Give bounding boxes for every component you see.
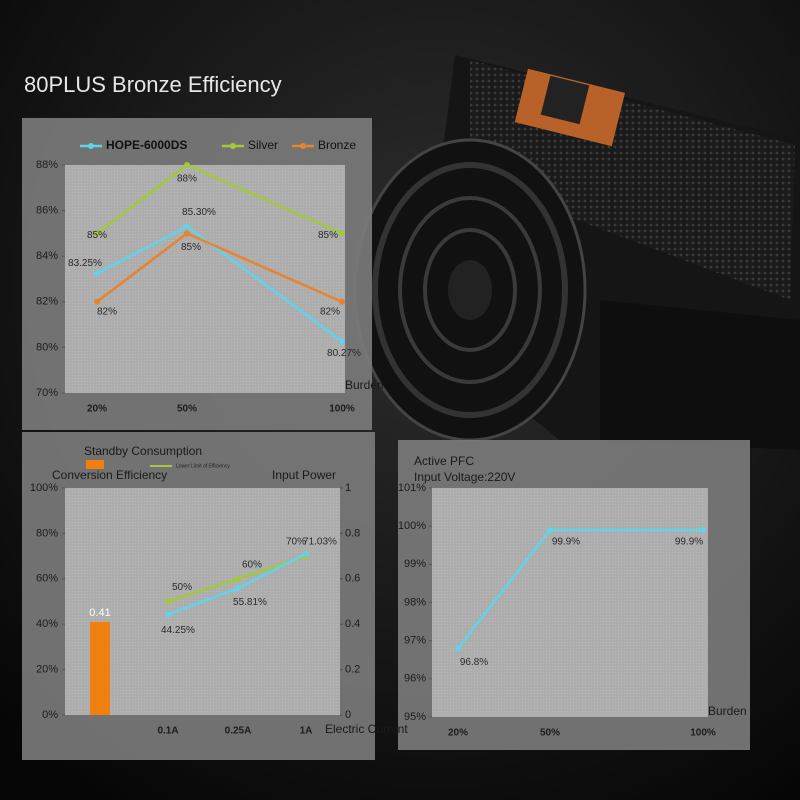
value-label: 85.30% xyxy=(182,207,216,218)
legend-swatch xyxy=(86,460,104,469)
point xyxy=(339,230,345,237)
page-title: 80PLUS Bronze Efficiency xyxy=(24,72,282,97)
value-label: 85% xyxy=(87,230,107,241)
y2-axis-label: Input Power xyxy=(272,468,336,482)
y-tick-label: 100% xyxy=(30,482,58,494)
plot-area xyxy=(65,165,345,393)
plot-area xyxy=(432,488,708,717)
point xyxy=(165,598,171,605)
x-axis-label: Burden xyxy=(708,704,747,718)
y-axis-label: Conversion Efficiency xyxy=(52,468,167,482)
value-label: 99.9% xyxy=(675,537,703,548)
y-tick-label: 95% xyxy=(404,711,426,723)
y-tick-label: 96% xyxy=(404,673,426,685)
point xyxy=(184,230,190,237)
point xyxy=(94,270,100,277)
value-label: 88% xyxy=(177,174,197,185)
y-tick-label: 80% xyxy=(36,341,58,353)
y-tick-label: 98% xyxy=(404,596,426,608)
chart: 0% 20% 40% 60% 80% 100% 0 0.2 0.4 0.6 0.8 1 0.1A 0.25… xyxy=(30,444,408,736)
point xyxy=(184,223,190,230)
point xyxy=(235,585,241,592)
point xyxy=(547,526,553,533)
value-label: 44.25% xyxy=(161,625,195,636)
x-tick-label: 1A xyxy=(300,726,313,737)
point xyxy=(94,298,100,305)
y-tick-label: 88% xyxy=(36,159,58,171)
point xyxy=(700,526,706,533)
point xyxy=(339,298,345,305)
y2-tick-label: 0 xyxy=(345,709,351,721)
x-tick-label: 100% xyxy=(329,404,355,415)
y-tick-label: 84% xyxy=(36,250,58,262)
x-tick-label: 0.25A xyxy=(225,726,252,737)
point xyxy=(165,611,171,618)
value-label: 50% xyxy=(172,582,192,593)
point xyxy=(339,338,345,345)
legend-marker xyxy=(300,143,306,149)
y-tick-label: 97% xyxy=(404,635,426,647)
y-tick-label: 60% xyxy=(36,573,58,585)
y-tick-label: 0% xyxy=(42,709,58,721)
y-tick-label: 82% xyxy=(36,296,58,308)
y-tick-label: 100% xyxy=(398,520,426,532)
y2-tick-label: 0.8 xyxy=(345,527,360,539)
value-label: 70% xyxy=(286,537,306,548)
x-tick-label: 20% xyxy=(87,404,107,415)
x-axis-label: Burden xyxy=(345,378,384,392)
value-label: 82% xyxy=(97,306,117,317)
y-tick-label: 20% xyxy=(36,664,58,676)
chart-subtitle: Input Voltage:220V xyxy=(414,470,515,484)
legend-label: Standby Consumption xyxy=(84,444,202,458)
value-label: 80.27% xyxy=(327,348,361,359)
psu-illustration xyxy=(353,55,800,450)
x-axis-label: Electric Current xyxy=(325,722,408,736)
value-label: 0.41 xyxy=(89,607,110,619)
y-tick-label: 86% xyxy=(36,205,58,217)
value-label: 85% xyxy=(181,242,201,253)
y2-tick-label: 0.6 xyxy=(345,573,360,585)
x-tick-label: 20% xyxy=(448,728,468,739)
y2-tick-label: 1 xyxy=(345,482,351,494)
value-label: 85% xyxy=(318,230,338,241)
value-label: 60% xyxy=(242,559,262,570)
charts: 70%80%82%84%86%88%20% 50% 100%Burden83.25%… xyxy=(30,138,747,738)
legend-label: Silver xyxy=(248,138,278,152)
legend-label: Lower Limit of Efficiency xyxy=(176,463,230,469)
value-label: 55.81% xyxy=(233,597,267,608)
x-tick-label: 100% xyxy=(690,728,716,739)
bar xyxy=(90,621,110,715)
point xyxy=(235,575,241,582)
y2-tick-label: 0.2 xyxy=(345,664,360,676)
y-tick-label: 40% xyxy=(36,618,58,630)
point xyxy=(94,230,100,237)
point xyxy=(455,645,461,652)
legend-label: Bronze xyxy=(318,138,356,152)
point xyxy=(303,550,309,557)
x-tick-label: 0.1A xyxy=(157,726,178,737)
y-tick-label: 99% xyxy=(404,558,426,570)
legend-marker xyxy=(230,143,236,149)
value-label: 71.03% xyxy=(303,536,337,547)
x-tick-label: 50% xyxy=(177,404,197,415)
legend-marker xyxy=(88,143,94,149)
y-tick-label: 80% xyxy=(36,527,58,539)
value-label: 82% xyxy=(320,306,340,317)
y2-tick-label: 0.4 xyxy=(345,618,360,630)
y-tick-label: 70% xyxy=(36,387,58,399)
chart: 70% 80% 82% 84% 86% 88% 20% 50% 100% Burden 83.25%… xyxy=(36,138,384,414)
legend-label: HOPE-6000DS xyxy=(106,138,187,152)
point xyxy=(184,162,190,168)
value-label: 96.8% xyxy=(460,657,488,668)
chart-title: Active PFC xyxy=(414,454,474,468)
value-label: 99.9% xyxy=(552,537,580,548)
chart: 95% 96% 97% 98% 99% 100% 101% 20% 50% 100% Burden A… xyxy=(398,454,747,738)
x-tick-label: 50% xyxy=(540,728,560,739)
y-tick-label: 101% xyxy=(398,482,426,494)
value-label: 83.25% xyxy=(68,258,102,269)
